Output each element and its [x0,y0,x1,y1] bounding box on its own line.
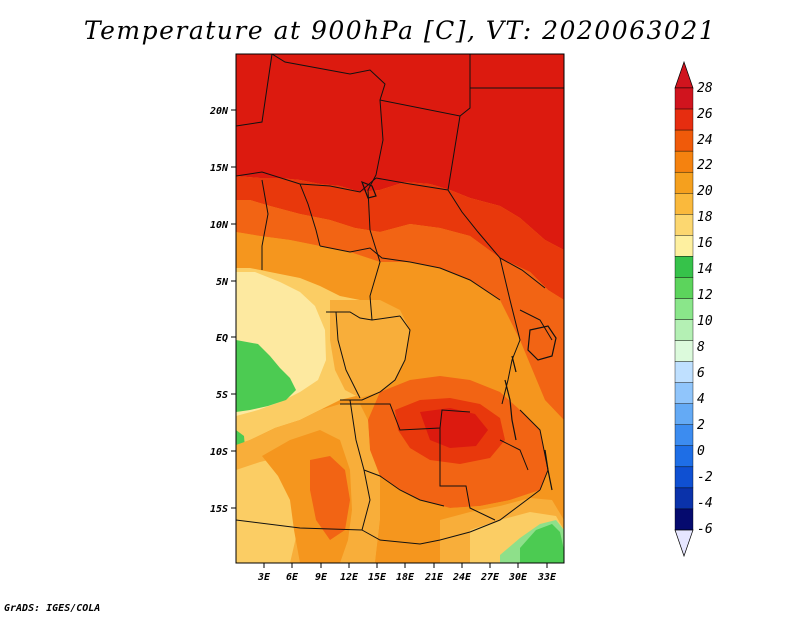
colorbar-segment [674,445,694,468]
lakes [360,180,557,491]
field-zone-14-se [520,524,564,563]
colorbar-label: 28 [697,81,713,96]
colorbar-segment [674,129,694,152]
field-zone-14-west [236,340,296,412]
field-zone-28-north [236,54,564,250]
map-frame [235,53,565,564]
temperature-field [236,54,564,563]
colorbar-top-arrow [674,60,694,89]
lon-tick-label: 27E [480,572,500,583]
field-zone-28-south [420,408,488,448]
lon-tick-label: 9E [315,572,328,583]
colorbar-label: -6 [697,522,713,537]
colorbar-label: 12 [697,288,713,303]
lat-tick-label: EQ [216,333,228,344]
colorbar-label: -2 [697,470,713,485]
colorbar-segment [674,487,694,510]
lon-tick-label: 24E [452,572,472,583]
colorbar-label: 16 [697,236,713,251]
field-zone-24-north [236,200,564,420]
chart-title: Temperature at 900hPa [C], VT: 202006302… [83,16,717,45]
colorbar-label: 4 [697,392,705,407]
colorbar-segment [674,508,694,531]
colorbar-label: 8 [697,340,705,355]
country-borders [236,54,564,545]
colorbar-segment [674,193,694,215]
lon-tick-label: 21E [424,572,444,583]
colorbar-segment [674,298,694,320]
lake-tanganyika [504,379,517,441]
colorbar-labels: 28 26 24 22 20 18 16 14 12 10 8 6 4 2 0 … [697,81,713,537]
colorbar-segments [674,87,694,531]
colorbar-label: 24 [697,133,713,148]
lake-kivu [511,355,517,373]
lake-victoria [527,325,557,361]
colorbar-segment [674,256,694,278]
lat-tick-label: 5S [216,390,228,401]
field-zone-24-sw [310,456,350,540]
colorbar-label: 10 [697,314,713,329]
lon-tick-label: 33E [537,572,557,583]
colorbar-segment [674,171,694,194]
colorbar-segment [674,235,694,257]
colorbar-segment [674,277,694,299]
lon-tick-label: 12E [340,572,359,583]
colorbar-segment [674,214,694,236]
colorbar-segment [674,466,694,489]
colorbar-segment [674,150,694,173]
colorbar-segment [674,108,694,131]
colorbar-label: -4 [697,496,713,511]
lon-tick-label: 18E [396,572,415,583]
colorbar-segment [674,87,694,110]
colorbar-label: 26 [697,107,713,122]
lon-tick-label: 30E [508,572,528,583]
lon-tick-label: 6E [286,572,299,583]
colorbar-segment [674,340,694,362]
lat-axis: 20N 15N 10N 5N EQ 5S 10S 15S [209,106,236,515]
colorbar-label: 6 [697,366,705,381]
colorbar-label: 2 [697,418,705,433]
lon-tick-label: 3E [257,572,271,583]
field-zone-22-north [236,232,410,300]
colorbar-label: 22 [697,158,713,173]
lon-axis: 3E 6E 9E 12E 15E 18E 21E 24E 27E 30E 33E [257,563,557,583]
lat-tick-label: 5N [216,277,229,288]
colorbar-label: 20 [697,184,713,199]
colorbar-segment [674,361,694,383]
colorbar-label: 18 [697,210,713,225]
lat-tick-label: 20N [209,106,229,117]
lat-tick-label: 10S [210,447,228,458]
colorbar-segment [674,424,694,447]
lon-tick-label: 15E [368,572,387,583]
lat-tick-label: 15S [210,504,228,515]
colorbar-segment [674,382,694,404]
colorbar-label: 14 [697,262,713,277]
colorbar-segment [674,403,694,425]
colorbar: 28 26 24 22 20 18 16 14 12 10 8 6 4 2 0 … [674,60,713,558]
field-zone-20-center [330,300,410,398]
colorbar-segment [674,319,694,341]
lat-tick-label: 15N [210,163,229,174]
grads-credit: GrADS: IGES/COLA [4,603,101,614]
lake-chad [360,180,377,199]
lat-tick-label: 10N [210,220,229,231]
colorbar-bottom-arrow [674,529,694,558]
field-zone-26 [236,176,564,300]
colorbar-label: 0 [697,444,705,459]
lake-malawi [544,449,553,491]
